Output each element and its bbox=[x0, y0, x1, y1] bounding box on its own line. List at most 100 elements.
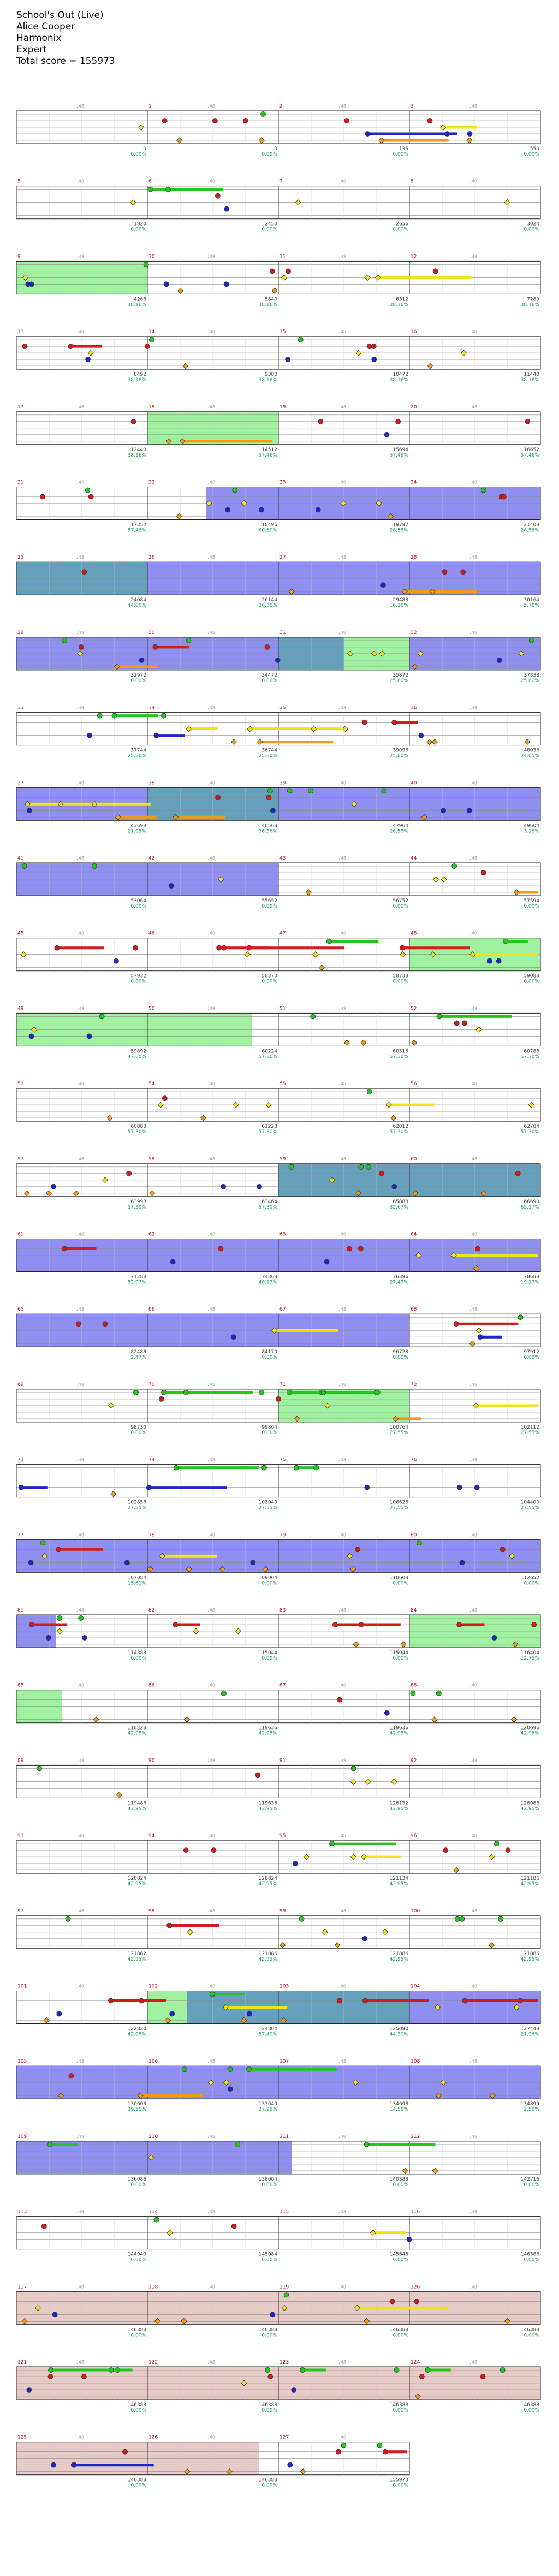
measure-percent: 44.00% bbox=[128, 603, 147, 608]
tempo-marker: ♩48 bbox=[76, 329, 84, 334]
measure-number: 89 bbox=[17, 1758, 24, 1763]
tempo-marker: ♩48 bbox=[207, 780, 215, 785]
measure-score: 39096 bbox=[393, 748, 408, 754]
measure-percent: 42.95% bbox=[128, 1957, 147, 1962]
measure-percent: 42.95% bbox=[128, 1806, 147, 1811]
tempo-marker: ♩48 bbox=[338, 1232, 346, 1237]
tempo-marker: ♩48 bbox=[207, 104, 215, 109]
tempo-marker: ♩48 bbox=[338, 1382, 346, 1387]
measure-percent: 38.16% bbox=[390, 302, 409, 307]
note-gem bbox=[412, 664, 418, 670]
measure-score: 14512 bbox=[261, 447, 277, 453]
measure-percent: 28.58% bbox=[521, 528, 540, 534]
note-gem bbox=[379, 1170, 384, 1176]
note-gem bbox=[355, 1190, 362, 1197]
note-gem bbox=[47, 2141, 53, 2147]
measure-number: 91 bbox=[280, 1758, 286, 1763]
note-gem bbox=[474, 1484, 480, 1490]
note-gem bbox=[400, 945, 405, 951]
note-gem bbox=[29, 1622, 35, 1627]
note-gem bbox=[442, 569, 448, 575]
tempo-marker: ♩48 bbox=[338, 104, 346, 109]
measure-score: 121886 bbox=[259, 1951, 278, 1957]
note-gem bbox=[299, 1916, 305, 1922]
measure-score: 130606 bbox=[128, 2101, 147, 2107]
note-gem bbox=[499, 1547, 506, 1553]
measure-percent: 38.16% bbox=[259, 302, 278, 307]
measure-score: 145648 bbox=[390, 2252, 409, 2258]
measure-score: 136086 bbox=[128, 2177, 147, 2182]
tempo-marker: ♩48 bbox=[207, 179, 215, 184]
measure-score: 82488 bbox=[130, 1349, 146, 1355]
note-gem bbox=[462, 1998, 468, 2004]
note-gem bbox=[528, 1102, 534, 1108]
measure-score: 124804 bbox=[259, 2027, 278, 2032]
note-gem bbox=[46, 1635, 51, 1641]
note-gem bbox=[362, 1935, 368, 1941]
measure-score: 125090 bbox=[390, 2027, 409, 2032]
tempo-marker: ♩48 bbox=[338, 706, 346, 710]
measure-number: 38 bbox=[148, 780, 155, 786]
tempo-marker: ♩48 bbox=[469, 1608, 477, 1613]
measure-number: 78 bbox=[148, 1532, 155, 1538]
note-gem bbox=[498, 1916, 504, 1922]
measure-percent: 42.95% bbox=[128, 1881, 147, 1887]
measure-number: 2 bbox=[280, 104, 283, 109]
measure-number: 21 bbox=[17, 480, 23, 485]
tempo-marker: ♩48 bbox=[469, 1458, 477, 1462]
measure-score: 133040 bbox=[259, 2101, 278, 2107]
measure-score: 109004 bbox=[259, 1575, 278, 1580]
note-gem bbox=[183, 1847, 189, 1853]
measure-score: 43698 bbox=[130, 823, 146, 828]
measure-percent: 27.55% bbox=[390, 1506, 409, 1511]
note-gem bbox=[360, 1853, 367, 1860]
total-score: Total score = 155973 bbox=[16, 56, 115, 67]
tempo-marker: ♩48 bbox=[469, 2284, 477, 2289]
note-gem bbox=[40, 1540, 46, 1546]
note-gem bbox=[227, 2086, 233, 2092]
note-gem bbox=[315, 507, 321, 513]
note-gem bbox=[56, 1628, 63, 1635]
note-gem bbox=[270, 808, 276, 814]
note-gem bbox=[456, 1622, 462, 1627]
note-gem bbox=[320, 1389, 326, 1395]
tempo-marker: ♩48 bbox=[338, 179, 346, 184]
measure-score: 121886 bbox=[390, 1951, 409, 1957]
note-gem bbox=[283, 2292, 289, 2298]
note-gem bbox=[427, 363, 433, 369]
note-gem bbox=[380, 582, 386, 588]
note-gem bbox=[108, 1402, 115, 1409]
measure-score: 35872 bbox=[393, 673, 408, 678]
measure-percent: 32.67% bbox=[390, 1205, 409, 1210]
tempo-marker: ♩48 bbox=[338, 1532, 346, 1537]
measure-percent: 0.00% bbox=[130, 2408, 146, 2413]
note-gem bbox=[266, 795, 272, 801]
measure-score: 112652 bbox=[521, 1575, 539, 1580]
measure-number: 48 bbox=[411, 931, 417, 937]
measure-number: 84 bbox=[411, 1608, 417, 1613]
measure-number: 64 bbox=[411, 1232, 417, 1237]
measure-number: 125 bbox=[17, 2435, 27, 2441]
measure-percent: 36.36% bbox=[259, 828, 278, 834]
tempo-marker: ♩48 bbox=[76, 630, 84, 635]
tempo-marker: ♩48 bbox=[469, 1307, 477, 1312]
measure-number: 105 bbox=[17, 2059, 27, 2064]
measure-percent: 57.30% bbox=[128, 1129, 147, 1135]
note-gem bbox=[335, 2449, 341, 2455]
measure-number: 121 bbox=[17, 2360, 27, 2365]
tempo-marker: ♩48 bbox=[76, 2134, 84, 2139]
tempo-marker: ♩48 bbox=[76, 1683, 84, 1688]
tempo-marker: ♩48 bbox=[207, 1232, 215, 1237]
tempo-marker: ♩48 bbox=[469, 1909, 477, 1914]
measure-percent: 0.00% bbox=[524, 2408, 539, 2413]
measure-score: 56752 bbox=[393, 898, 408, 904]
note-gem bbox=[68, 2073, 74, 2079]
measure-percent: 44.30% bbox=[390, 2032, 409, 2038]
note-gem bbox=[262, 1566, 269, 1572]
measure-score: 61228 bbox=[261, 1124, 277, 1129]
measure-number: 55 bbox=[280, 1081, 286, 1087]
tempo-marker: ♩48 bbox=[76, 1157, 84, 1162]
